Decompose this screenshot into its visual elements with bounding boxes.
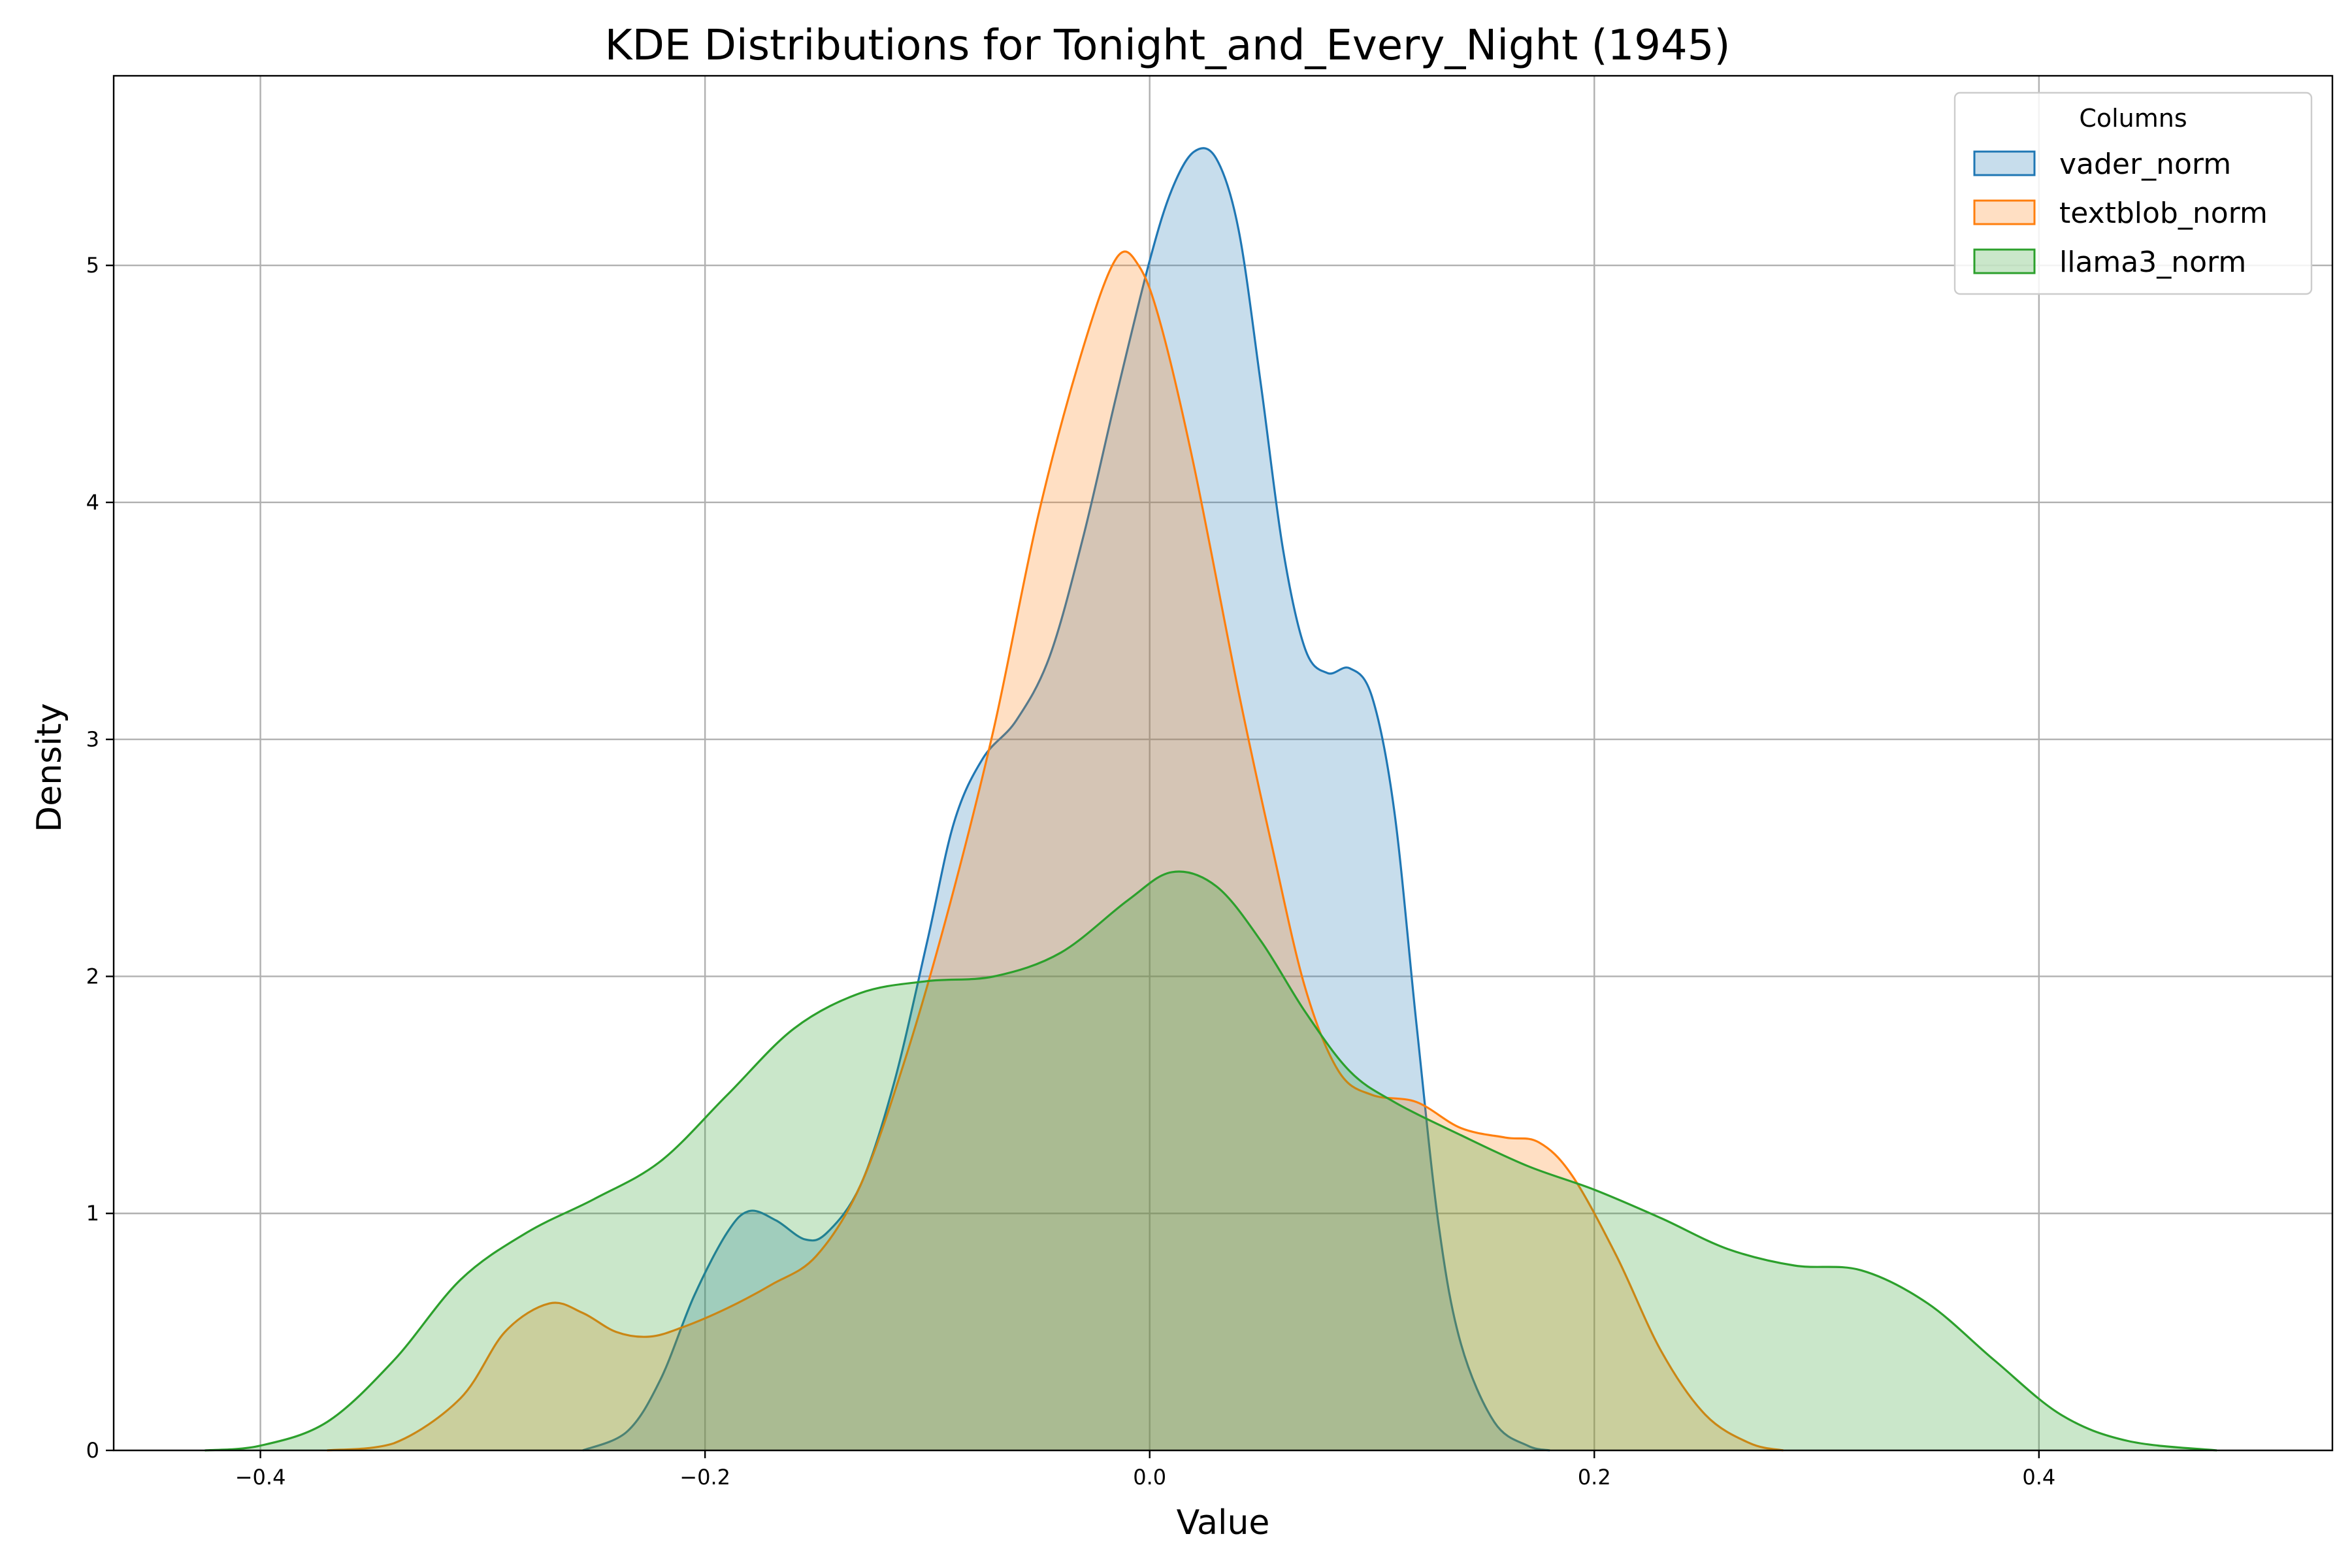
legend-swatch — [1973, 150, 2036, 176]
chart-title: KDE Distributions for Tonight_and_Every_… — [605, 22, 1731, 70]
x-tick-label: −0.4 — [235, 1465, 286, 1490]
legend-title: Columns — [2079, 104, 2187, 133]
x-tick-label: 0.2 — [1578, 1465, 1611, 1490]
ticks: −0.4 −0.2 0.0 0.2 0.4 0 1 2 3 4 5 — [86, 253, 2056, 1490]
legend-item-textblob_norm[interactable]: textblob_norm — [1973, 197, 2268, 230]
legend-frame — [1953, 91, 2313, 295]
series-area-vader_norm — [583, 148, 1550, 1450]
series-line-llama3_norm — [204, 870, 2217, 1452]
y-tick-label: 0 — [86, 1438, 99, 1463]
legend-item-vader_norm[interactable]: vader_norm — [1973, 148, 2231, 181]
legend-label: vader_norm — [2059, 148, 2231, 181]
series-layer — [204, 147, 2217, 1452]
plot-frame — [112, 74, 2334, 1452]
x-tick-label: 0.4 — [2022, 1465, 2055, 1490]
y-axis-label: Density — [30, 703, 69, 832]
x-tick-label: 0.0 — [1133, 1465, 1166, 1490]
series-line-vader_norm — [582, 147, 1550, 1452]
x-tick-label: −0.2 — [679, 1465, 730, 1490]
y-tick-label: 5 — [86, 253, 99, 278]
legend-swatch — [1973, 199, 2036, 225]
y-tick-label: 1 — [86, 1201, 99, 1226]
y-tick-label: 3 — [86, 727, 99, 752]
legend-swatch — [1973, 248, 2036, 274]
x-axis-label: Value — [1177, 1503, 1270, 1543]
legend[interactable]: Columns vader_norm textblob_norm llama3_no… — [1953, 91, 2313, 295]
legend-label: llama3_norm — [2059, 246, 2246, 279]
y-tick-label: 2 — [86, 964, 99, 988]
legend-label: textblob_norm — [2059, 197, 2268, 230]
series-line-textblob_norm — [327, 250, 1784, 1452]
y-tick-label: 4 — [86, 490, 99, 515]
legend-item-llama3_norm[interactable]: llama3_norm — [1973, 246, 2246, 279]
series-area-textblob_norm — [327, 251, 1784, 1450]
series-area-llama3_norm — [204, 872, 2217, 1450]
